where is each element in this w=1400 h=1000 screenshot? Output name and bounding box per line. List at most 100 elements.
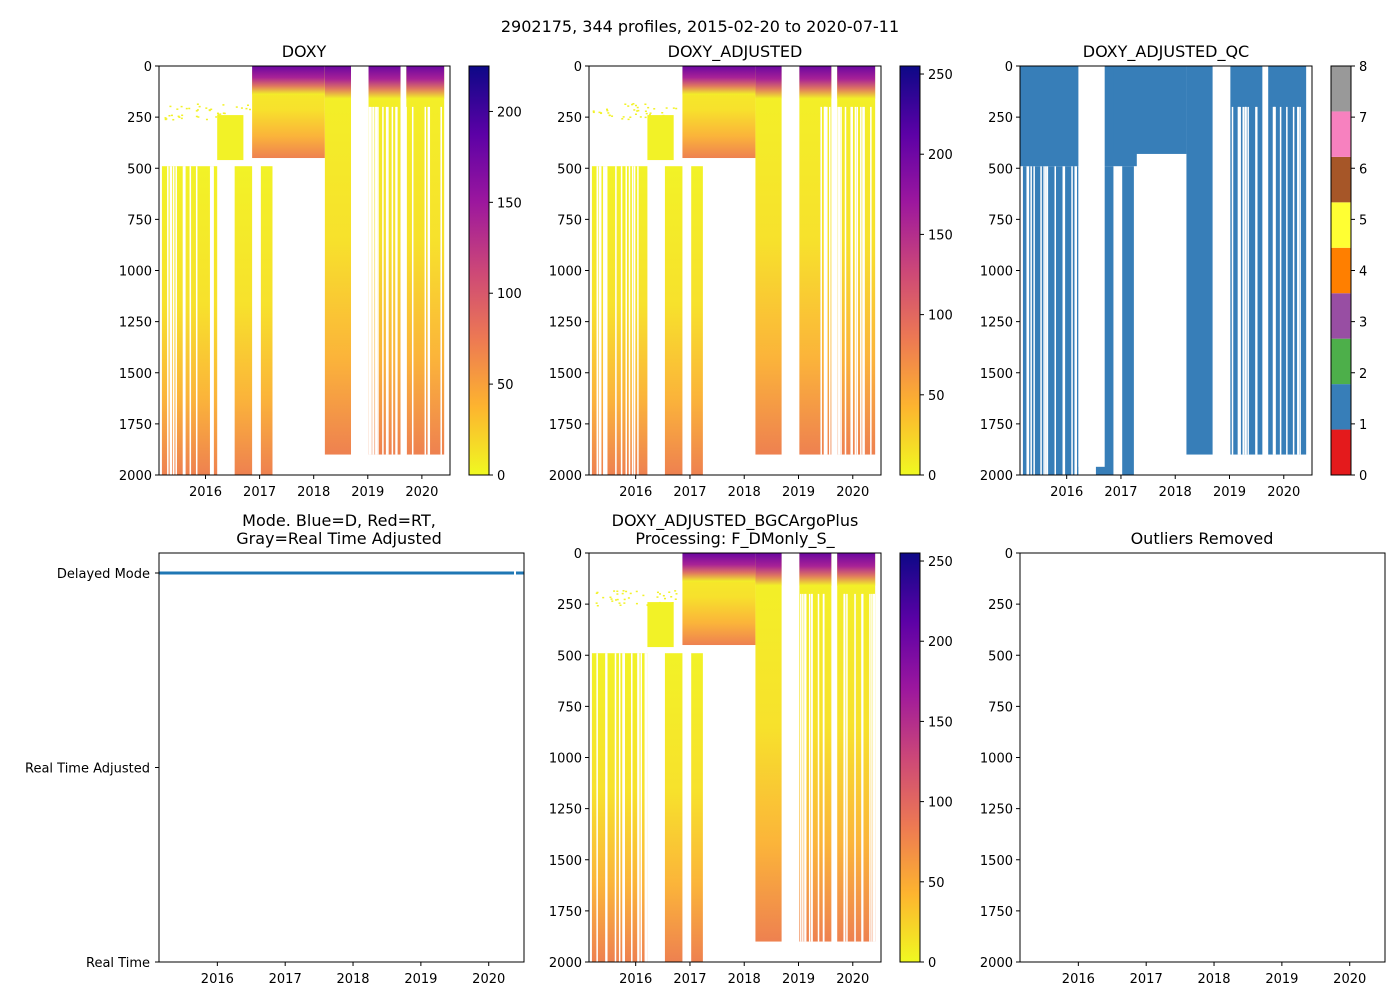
data-dot: [195, 115, 198, 118]
x-tick-label: 2017: [1130, 972, 1163, 987]
gap-line: [840, 106, 842, 455]
colorbar-tick-label: 200: [928, 635, 953, 650]
colorbar-frame: [899, 65, 921, 476]
data-block: [1113, 66, 1187, 154]
colorbar: 0 50 100 150 200 250: [899, 552, 953, 971]
panel-title-line2: Gray=Real Time Adjusted: [236, 529, 442, 548]
y-tick-label: 1000: [549, 265, 582, 280]
data-dot: [215, 116, 218, 118]
y-tick-label: 250: [127, 111, 152, 126]
panel-doxy: DOXY 2016 2017 2018 2019 2020 02505007501000…: [119, 42, 522, 500]
y-tick-label: 0: [1005, 547, 1013, 562]
gap-line: [1286, 106, 1288, 455]
surface-band: [682, 66, 756, 95]
gap-line: [618, 653, 621, 962]
gap-line: [623, 653, 625, 962]
y-category-label: Delayed Mode: [57, 567, 150, 582]
gap-line: [167, 166, 169, 475]
gap-line: [846, 593, 848, 942]
data-dot: [196, 103, 199, 105]
x-tick-label: 2020: [836, 972, 869, 987]
x-tick-label: 2017: [673, 485, 706, 500]
colorbar-gradient: [900, 553, 920, 962]
gap-line: [184, 166, 186, 475]
colorbar-tick-label: 150: [928, 228, 953, 243]
gap-line: [1054, 166, 1057, 475]
surface-band: [682, 553, 756, 582]
gap-line: [1279, 106, 1282, 455]
y-tick-label: 1500: [980, 367, 1013, 382]
data-column: [691, 166, 703, 475]
gap-line: [210, 166, 213, 475]
gap-line: [800, 593, 802, 942]
gap-line: [1247, 106, 1249, 455]
gap-line: [428, 106, 431, 455]
data-dot: [178, 116, 181, 118]
colorbar-cell: [1331, 156, 1351, 203]
data-dot: [222, 104, 225, 106]
gap-line: [854, 593, 856, 942]
gap-line: [622, 653, 624, 962]
data-block: [647, 115, 674, 161]
gap-line: [170, 166, 173, 475]
colorbar-cell: [1331, 202, 1351, 248]
data-column: [1186, 66, 1213, 455]
gap-line: [427, 106, 430, 455]
data-dot: [198, 105, 201, 108]
x-tick-label: 2018: [728, 485, 761, 500]
y-tick-label: 750: [988, 700, 1013, 715]
colorbar: 0 1 2 3 4 5 6 7 8: [1330, 60, 1367, 484]
data-dot: [196, 109, 199, 111]
x-tick-label: 2017: [673, 972, 706, 987]
colorbar-tick-label: 150: [928, 715, 953, 730]
surface-band: [755, 553, 782, 586]
data-dot: [672, 107, 675, 109]
gap-line: [1062, 166, 1065, 475]
gap-line: [1030, 166, 1032, 475]
data-dot: [647, 106, 650, 109]
x-tick-label: 2016: [201, 972, 234, 987]
colorbar-tick-label: 0: [928, 469, 936, 484]
data-dot: [596, 591, 599, 594]
data-dot: [188, 107, 191, 110]
gap-line: [808, 593, 811, 942]
data-column: [324, 66, 352, 455]
panel-title: Outliers Removed: [1131, 529, 1274, 548]
data-dot: [185, 107, 188, 110]
data-dot: [632, 103, 635, 105]
data-dot: [623, 602, 626, 604]
data-dot: [614, 599, 617, 601]
axes-frame: [588, 552, 882, 963]
data-dot: [602, 596, 605, 599]
colorbar-frame: [468, 65, 490, 476]
gap-line: [1027, 166, 1030, 475]
data-column: [234, 166, 253, 475]
data-dot: [235, 106, 238, 108]
colorbar-tick-label: 0: [1359, 469, 1367, 484]
panel-title: DOXY_ADJUSTED: [668, 42, 803, 62]
data-dot: [205, 118, 208, 121]
gap-line: [837, 106, 839, 455]
data-dot: [240, 107, 243, 109]
x-axis: 2016 2017 2018 2019 2020: [201, 962, 505, 987]
panel-bgcargoplus: DOXY_ADJUSTED_BGCArgoPlus Processing: F_…: [549, 511, 953, 987]
data-dot: [168, 114, 171, 117]
colorbar-tick-label: 50: [497, 378, 514, 393]
data-column: [691, 653, 703, 962]
colorbar-tick-label: 100: [497, 287, 522, 302]
y-tick-label: 1250: [549, 316, 582, 331]
colorbar-tick-label: 50: [928, 389, 945, 404]
data-dot: [616, 593, 619, 595]
colorbar-tick-label: 100: [928, 309, 953, 324]
axes-frame: [1019, 65, 1313, 476]
data-dot: [216, 112, 219, 115]
colorbar-frame: [1330, 65, 1352, 476]
gap-block: [351, 66, 369, 475]
data-dot: [205, 107, 208, 109]
colorbar-tick-label: 2: [1359, 367, 1367, 382]
x-tick-label: 2019: [351, 485, 384, 500]
data-dot: [592, 111, 595, 114]
data-dot: [600, 112, 603, 115]
data-dot: [642, 594, 645, 597]
